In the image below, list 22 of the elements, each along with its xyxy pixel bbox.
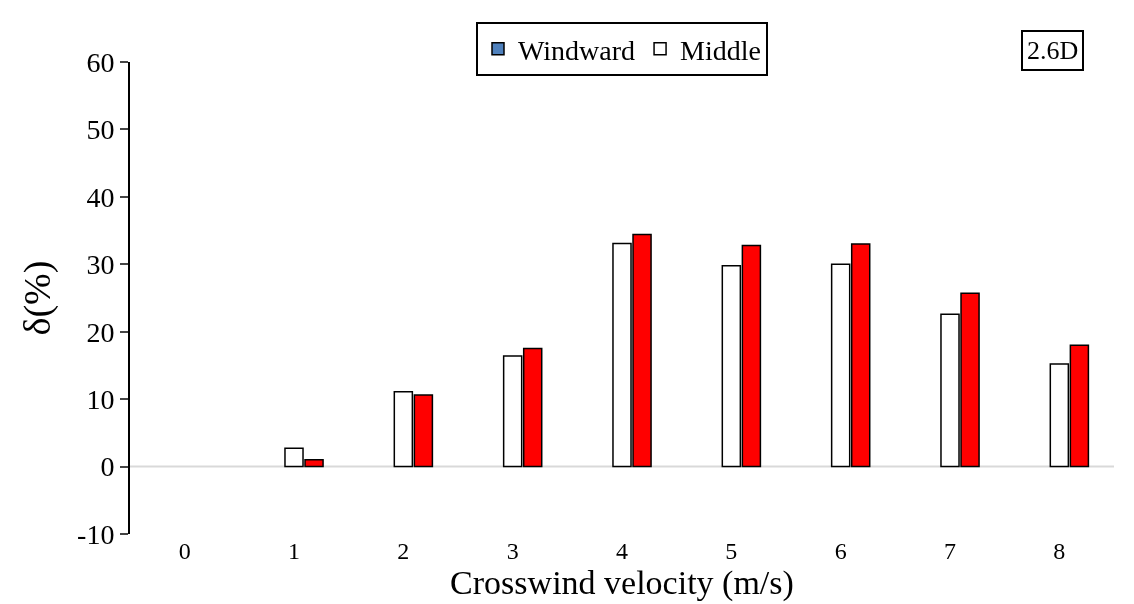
x-tick-label: 7 [944,538,956,564]
y-tick-label: 60 [86,46,115,78]
y-tick-label: 40 [86,181,115,213]
x-tick-label: 5 [725,538,738,564]
x-tick-label: 3 [506,538,519,564]
annotation: 2.6D [1027,36,1079,65]
x-axis-title: Crosswind velocity (m/s) [450,564,794,602]
y-axis-title: δ(%) [15,260,59,336]
y-tick-label: 30 [86,249,115,281]
y-tick-label: 0 [100,451,115,483]
y-tick-label: 50 [86,114,115,146]
x-tick-label: 4 [616,538,628,564]
y-tick-label: 10 [86,383,115,415]
x-tick-label: 6 [834,538,847,564]
x-tick-label: 2 [397,538,410,564]
x-tick-label: 0 [178,538,191,564]
legend-label: Middle [680,34,761,66]
legend-label: Windward [518,34,636,66]
x-tick-label: 8 [1053,538,1066,564]
y-tick-label: 20 [86,316,115,348]
x-tick-label: 1 [288,538,300,564]
y-tick-label: -10 [77,518,115,550]
